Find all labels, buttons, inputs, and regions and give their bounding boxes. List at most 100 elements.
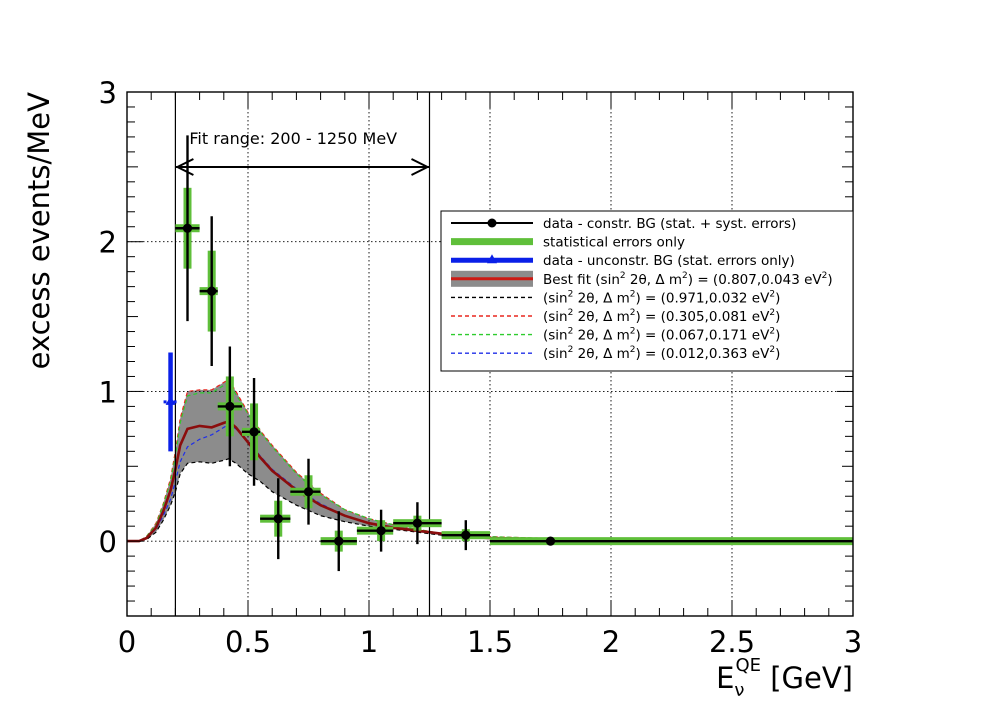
legend-label-part: ) — [827, 272, 832, 288]
legend: data - constr. BG (stat. + syst. errors)… — [440, 210, 854, 372]
x-axis-title: Eν QE [GeV] — [716, 655, 853, 701]
data-marker — [461, 530, 471, 540]
legend-label-part: (sin — [543, 309, 568, 325]
x-tick-label: 0 — [118, 625, 136, 659]
legend-label: (sin2 2θ, Δ m2) = (0.067,0.171 eV2) — [543, 327, 780, 344]
legend-label-part: ) = (0.807,0.043 eV — [688, 272, 823, 288]
legend-label-sup: 2 — [620, 271, 626, 281]
data-point — [290, 458, 321, 525]
data-marker — [545, 536, 556, 546]
y-tick-label: 3 — [99, 76, 117, 110]
data-marker — [376, 526, 386, 536]
data-point — [260, 478, 291, 560]
legend-label-sup: 2 — [568, 308, 574, 318]
legend-item: (sin2 2θ, Δ m2) = (0.971,0.032 eV2) — [451, 289, 780, 306]
data-point — [393, 502, 442, 545]
legend-label-part: ) — [775, 328, 780, 344]
fit-range-label: Fit range: 200 - 1250 MeV — [189, 129, 397, 148]
legend-label-sup: 2 — [630, 327, 636, 337]
data-point — [441, 520, 490, 551]
legend-label-part: ) = (0.305,0.081 eV — [635, 309, 770, 325]
data-marker — [303, 487, 314, 497]
legend-label: (sin2 2θ, Δ m2) = (0.971,0.032 eV2) — [543, 289, 780, 306]
x-axis-title-unit: [GeV] — [761, 661, 853, 695]
legend-label-part: ) — [775, 346, 780, 362]
x-tick-label: 1 — [360, 625, 378, 659]
legend-label-sup: 2 — [769, 345, 775, 355]
legend-label: (sin2 2θ, Δ m2) = (0.012,0.363 eV2) — [543, 345, 780, 362]
legend-label: data - unconstr. BG (stat. errors only) — [543, 253, 795, 269]
legend-item: (sin2 2θ, Δ m2) = (0.012,0.363 eV2) — [451, 345, 780, 362]
legend-box — [440, 210, 854, 372]
x-tick-label: 2.5 — [709, 625, 755, 659]
legend-label-sup: 2 — [568, 289, 574, 299]
legend-label-part: ) = (0.012,0.363 eV — [635, 346, 770, 362]
legend-label-part: 2θ, Δ m — [573, 309, 629, 325]
x-axis-title-sup: QE — [735, 655, 761, 676]
x-tick-label: 1.5 — [467, 625, 513, 659]
legend-label-sup: 2 — [682, 271, 688, 281]
legend-label: data - constr. BG (stat. + syst. errors) — [543, 216, 796, 232]
data-point — [241, 377, 261, 486]
legend-item: (sin2 2θ, Δ m2) = (0.067,0.171 eV2) — [451, 327, 780, 344]
data-layer — [163, 135, 853, 572]
x-tick-label: 0.5 — [225, 625, 271, 659]
data-marker — [412, 518, 422, 528]
data-marker — [182, 223, 193, 233]
legend-label: Best fit (sin2 2θ, Δ m2) = (0.807,0.043 … — [543, 271, 833, 288]
legend-item: data - unconstr. BG (stat. errors only) — [451, 253, 795, 269]
legend-label-sup: 2 — [630, 308, 636, 318]
axis-layer: 0 0.5 1 1.5 2 2.5 3 0 1 2 3 excess events/MeV Eν QE [… — [22, 76, 862, 701]
legend-label-sup: 2 — [769, 327, 775, 337]
x-tick-label: 3 — [844, 625, 862, 659]
legend-label-part: 2θ, Δ m — [573, 328, 629, 344]
fit-range-arrowhead-right — [411, 158, 430, 176]
y-tick-label: 0 — [99, 525, 117, 559]
y-axis-title: excess events/MeV — [22, 92, 56, 370]
legend-item: Best fit (sin2 2θ, Δ m2) = (0.807,0.043 … — [451, 270, 833, 288]
data-point — [356, 509, 394, 552]
legend-item: statistical errors only — [451, 235, 685, 251]
legend-label-part: ) = (0.067,0.171 eV — [635, 328, 770, 344]
fit-range-layer: Fit range: 200 - 1250 MeV — [174, 92, 431, 616]
legend-label-part: (sin — [543, 328, 568, 344]
legend-label-sup: 2 — [769, 308, 775, 318]
legend-swatch-marker — [487, 218, 497, 228]
legend-swatch-marker — [487, 254, 497, 264]
legend-label-sup: 2 — [630, 289, 636, 299]
legend-label-sup: 2 — [630, 345, 636, 355]
legend-label-sup: 2 — [568, 327, 574, 337]
unconstrained-data-point — [163, 352, 178, 452]
data-marker — [334, 536, 344, 546]
legend-item: data - constr. BG (stat. + syst. errors) — [451, 216, 796, 232]
legend-label-part: (sin — [543, 290, 568, 306]
x-tick-label: 2 — [602, 625, 620, 659]
legend-item: (sin2 2θ, Δ m2) = (0.305,0.081 eV2) — [451, 308, 780, 325]
legend-label-part: ) — [775, 309, 780, 325]
legend-label-part: ) — [775, 290, 780, 306]
legend-label-part: 2θ, Δ m — [573, 346, 629, 362]
data-marker — [273, 514, 283, 524]
data-marker — [207, 286, 217, 296]
legend-label-part: 2θ, Δ m — [626, 272, 682, 288]
legend-label-sup: 2 — [769, 289, 775, 299]
legend-label-part: 2θ, Δ m — [573, 290, 629, 306]
y-tick-label: 1 — [99, 375, 117, 409]
legend-label: (sin2 2θ, Δ m2) = (0.305,0.081 eV2) — [543, 308, 780, 325]
data-point — [175, 135, 200, 322]
data-marker — [225, 401, 235, 411]
data-point — [490, 536, 853, 546]
legend-label-sup: 2 — [822, 271, 828, 281]
legend-label-part: (sin — [543, 346, 568, 362]
data-marker — [249, 427, 259, 437]
legend-label-part: Best fit (sin — [543, 272, 620, 288]
y-tick-label: 2 — [99, 226, 117, 260]
data-point — [320, 511, 357, 572]
data-point — [199, 216, 218, 366]
legend-label: statistical errors only — [543, 235, 685, 251]
legend-label-part: ) = (0.971,0.032 eV — [635, 290, 770, 306]
unconstr-marker — [165, 395, 176, 405]
data-point — [217, 346, 242, 467]
x-axis-title-main: E — [716, 661, 734, 695]
